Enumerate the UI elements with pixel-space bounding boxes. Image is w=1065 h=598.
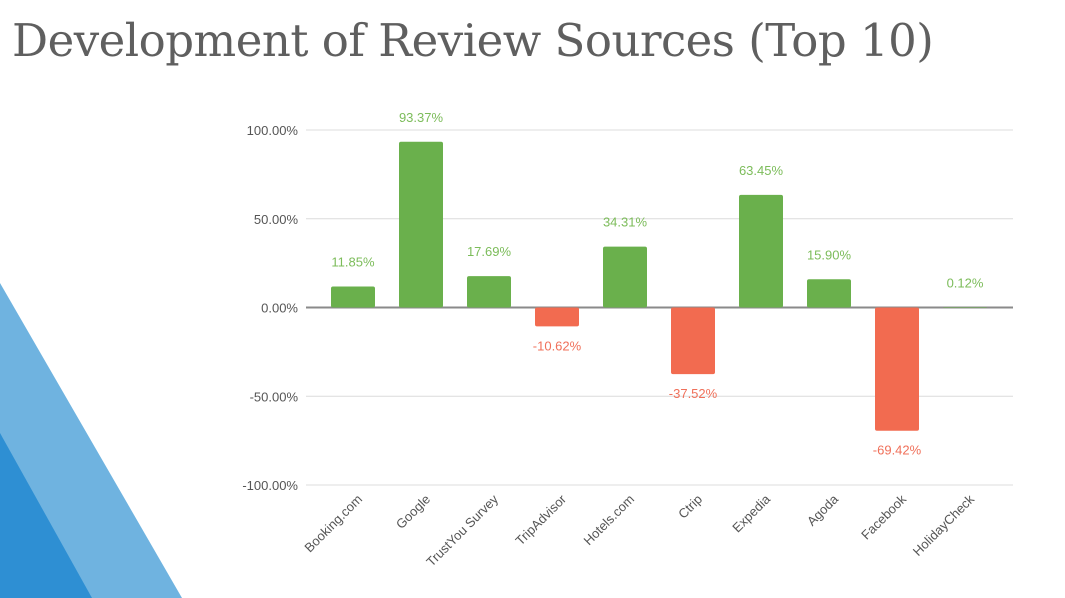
x-tick-label: Booking.com [301, 492, 365, 556]
data-label: -69.42% [873, 443, 922, 458]
y-tick-label: 0.00% [261, 301, 298, 316]
bar-hotels-com [603, 246, 647, 308]
data-label: 17.69% [467, 244, 512, 259]
bar-agoda [807, 279, 851, 308]
y-tick-label: 50.00% [254, 212, 299, 227]
y-tick-label: -50.00% [250, 389, 299, 404]
data-label: 34.31% [603, 215, 648, 230]
bar-expedia [739, 194, 783, 308]
data-label: -10.62% [533, 338, 582, 353]
x-tick-label: Facebook [858, 491, 909, 542]
data-label: 0.12% [947, 275, 984, 290]
x-tick-label: HolidayCheck [910, 491, 978, 559]
bar-facebook [875, 307, 919, 431]
x-tick-label: Google [393, 492, 433, 532]
x-tick-label: Hotels.com [581, 492, 638, 549]
y-tick-label: 100.00% [247, 123, 299, 138]
bar-ctrip [671, 307, 715, 375]
bar-holidaycheck [943, 307, 987, 308]
bar-booking-com [331, 286, 375, 308]
x-tick-label: Ctrip [675, 492, 705, 522]
x-tick-label: Expedia [729, 491, 773, 535]
data-label: 15.90% [807, 247, 852, 262]
y-tick-label: -100.00% [242, 478, 298, 493]
dark-blue-triangle [0, 433, 92, 598]
bar-tripadvisor [535, 307, 579, 327]
x-tick-label: TrustYou Survey [423, 491, 501, 569]
bar-google [399, 141, 443, 308]
x-tick-label: Agoda [804, 491, 842, 529]
data-label: -37.52% [669, 386, 718, 401]
slide-title: Development of Review Sources (Top 10) [12, 14, 934, 67]
bar-trustyou-survey [467, 276, 511, 308]
data-label: 11.85% [331, 254, 375, 269]
data-label: 63.45% [739, 163, 784, 178]
data-label: 93.37% [399, 110, 444, 125]
x-tick-label: TripAdvisor [512, 491, 569, 548]
